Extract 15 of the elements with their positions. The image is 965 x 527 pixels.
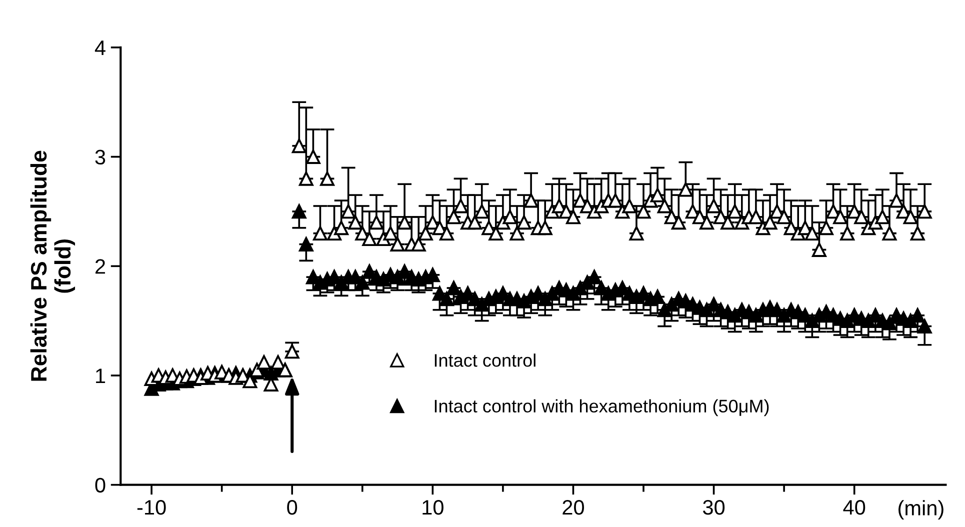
x-tick-label: -10 [137,500,166,515]
y-tick-label: 0 [95,478,106,493]
x-tick-label: 10 [422,500,444,515]
x-axis-title: (min) [898,500,944,520]
legend-label: Intact control [434,354,536,367]
y-tick-label: 3 [95,150,106,165]
y-axis-title: Relative PS amplitude (fold) [30,150,76,381]
y-tick-label: 1 [96,368,106,384]
y-tick-label: 2 [96,259,105,274]
x-tick-label: 20 [562,500,584,515]
legend-label: Intact control with hexamethonium (50μM) [434,399,769,416]
y-tick-label: 4 [94,40,106,55]
x-tick-label: 30 [702,500,725,515]
x-tick-label: 40 [843,500,866,515]
x-tick-label: 0 [287,500,298,515]
